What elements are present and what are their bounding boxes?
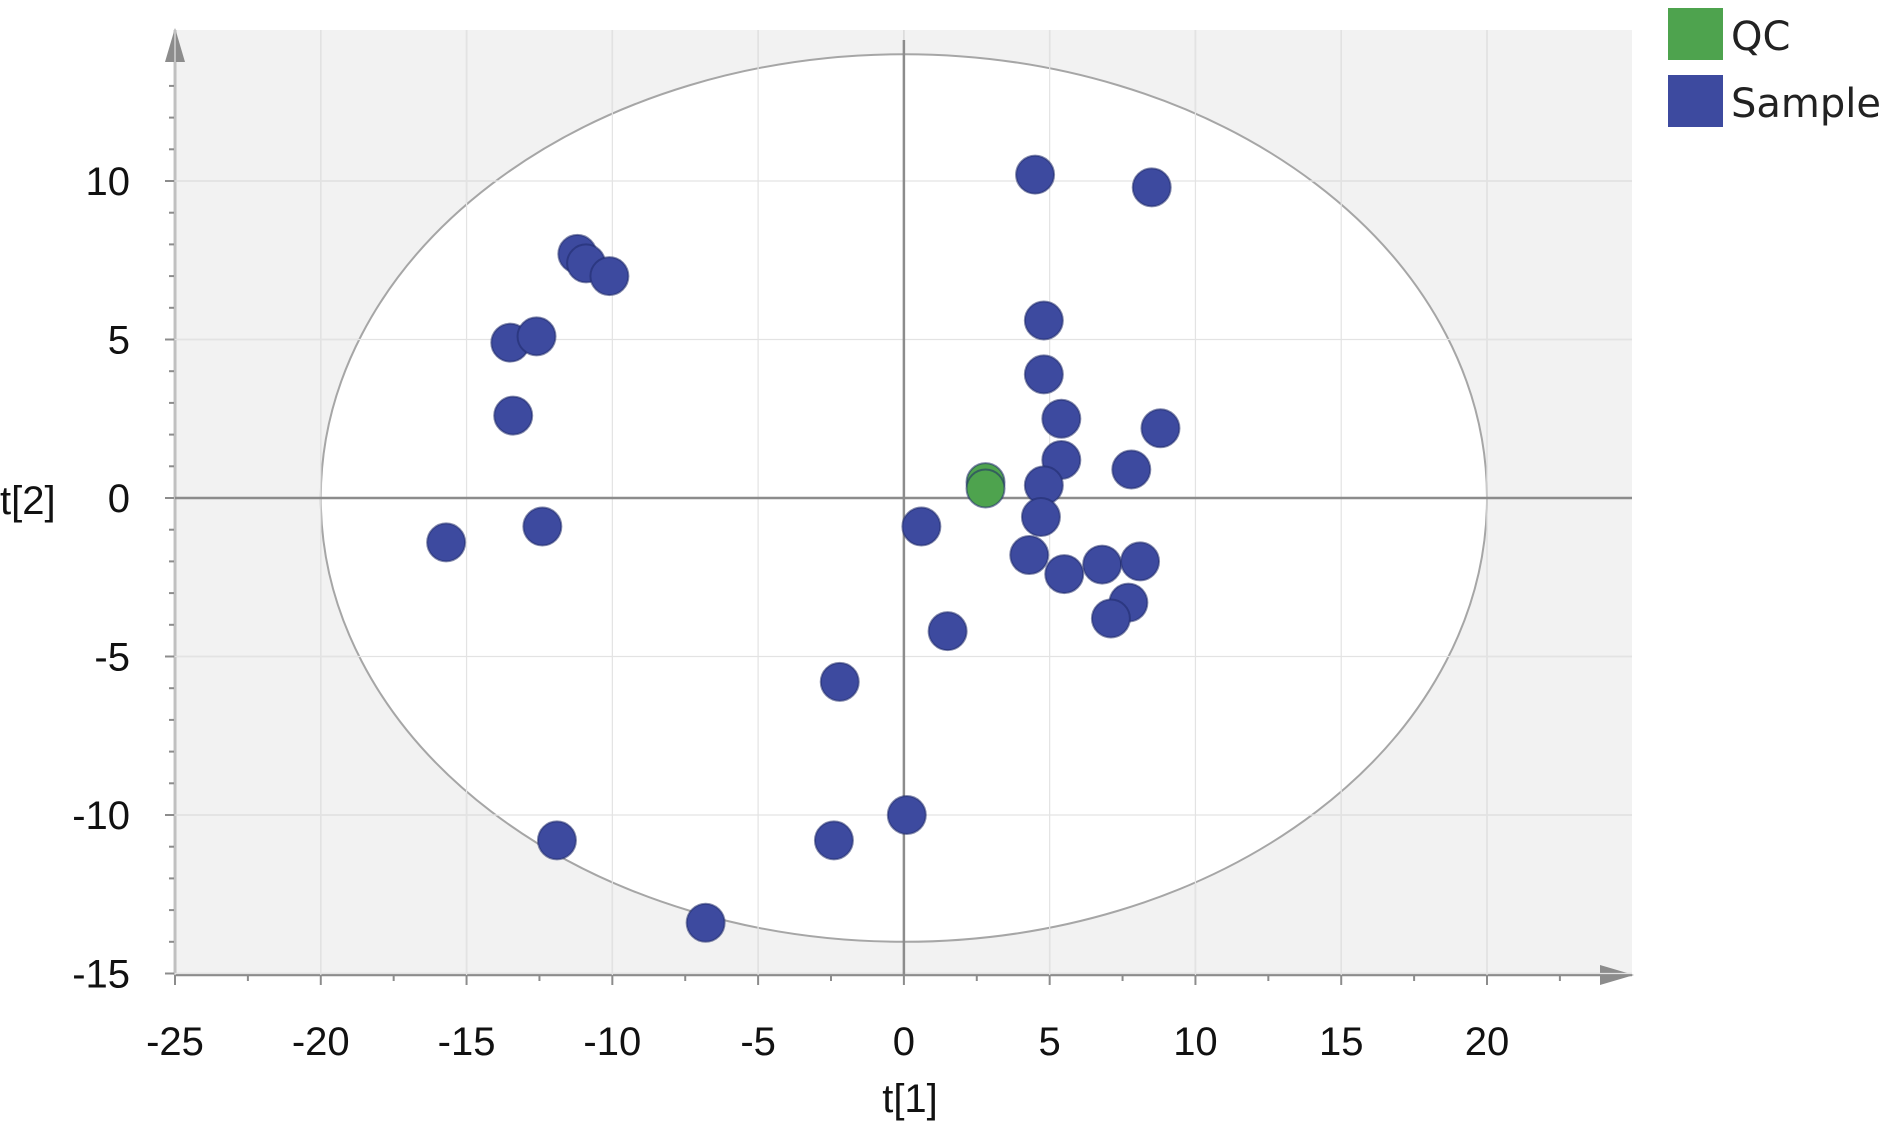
sample-point: [1015, 154, 1056, 195]
x-tick-label: -15: [438, 1020, 496, 1064]
x-tick-label: 0: [893, 1020, 915, 1064]
sample-point: [927, 611, 968, 652]
y-tick-label: -5: [94, 636, 130, 680]
sample-point: [1020, 497, 1061, 538]
sample-point: [589, 256, 630, 297]
sample-point: [813, 820, 854, 861]
x-tick-label: -5: [740, 1020, 776, 1064]
x-tick-label: -10: [583, 1020, 641, 1064]
qc-point: [965, 468, 1006, 509]
sample-point: [1090, 598, 1131, 639]
y-tick-label: 10: [86, 160, 131, 204]
x-tick-label: 15: [1319, 1020, 1364, 1064]
legend: QC Sample: [1668, 8, 1881, 127]
sample-point: [1023, 300, 1064, 341]
x-tick-label: 5: [1039, 1020, 1061, 1064]
legend-swatch-qc: [1668, 8, 1723, 60]
sample-point: [426, 522, 467, 563]
sample-point: [522, 506, 563, 547]
legend-label-sample: Sample: [1731, 81, 1881, 127]
x-tick-label: -20: [292, 1020, 350, 1064]
y-axis-title: t[2]: [0, 479, 56, 523]
sample-point: [1044, 554, 1085, 595]
x-tick-label: 20: [1465, 1020, 1510, 1064]
sample-point: [1140, 408, 1181, 449]
sample-point: [1082, 544, 1123, 585]
sample-point: [819, 661, 860, 702]
sample-point: [1023, 354, 1064, 395]
legend-swatch-sample: [1668, 75, 1723, 127]
sample-point: [1009, 535, 1050, 576]
points: [426, 154, 1181, 943]
x-tick-label: 10: [1173, 1020, 1218, 1064]
sample-point: [1131, 167, 1172, 208]
y-tick-label: -10: [72, 794, 130, 838]
y-tick-label: 5: [108, 319, 130, 363]
sample-point: [1120, 541, 1161, 582]
legend-label-qc: QC: [1731, 14, 1790, 60]
x-tick-label: -25: [146, 1020, 204, 1064]
sample-point: [516, 316, 557, 357]
sample-point: [536, 820, 577, 861]
sample-point: [685, 902, 726, 943]
x-axis-arrow: [1600, 965, 1634, 985]
y-tick-label: -15: [72, 953, 130, 997]
sample-point: [1041, 398, 1082, 439]
y-tick-label: 0: [108, 477, 130, 521]
sample-point: [493, 395, 534, 436]
x-axis-title: t[1]: [882, 1077, 938, 1121]
sample-point: [901, 506, 942, 547]
tick-labels: -25 -20 -15 -10 -5 0 5 10 15 20 -15 -10 -5 0 5 10: [72, 160, 1509, 1064]
sample-point: [1111, 449, 1152, 490]
sample-point: [886, 795, 927, 835]
